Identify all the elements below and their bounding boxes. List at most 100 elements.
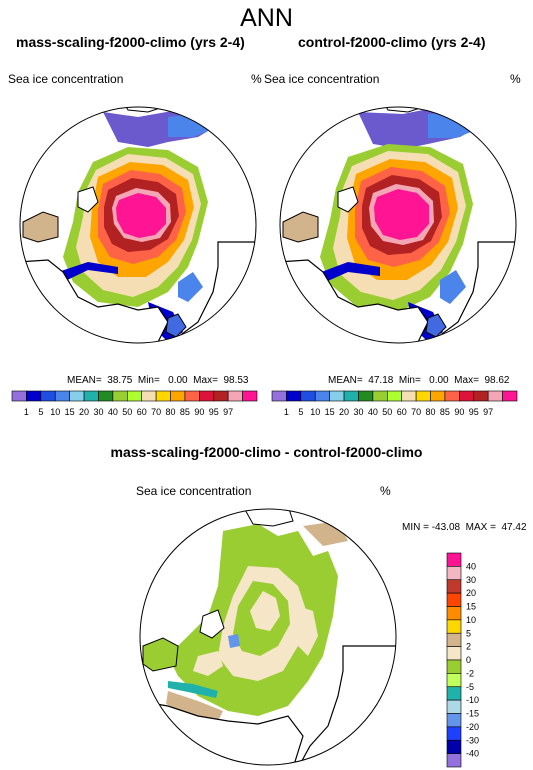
- right-colorbar-swatch: [444, 390, 460, 402]
- left-colorbar-swatch: [54, 390, 70, 402]
- diff-colorbar-swatch: [446, 606, 462, 621]
- left-colorbar-tick-label: 90: [194, 407, 204, 417]
- right-colorbar-swatch: [430, 390, 446, 402]
- left-colorbar-swatch: [83, 390, 99, 402]
- diff-colorbar-tick-label: -5: [466, 682, 474, 692]
- left-colorbar-swatch: [126, 390, 143, 402]
- right-colorbar-swatch: [502, 390, 518, 402]
- right-colorbar: 1 5 10 15 20 30 40 50 60 70 80 85 90 95 97: [271, 390, 518, 417]
- right-polar-map: [279, 106, 517, 344]
- left-colorbar-swatch: [69, 390, 85, 402]
- left-colorbar-tick-label: 5: [38, 407, 43, 417]
- right-colorbar-swatch: [271, 390, 287, 402]
- left-colorbar-swatch: [213, 390, 229, 402]
- right-colorbar-tick-label: 15: [325, 407, 335, 417]
- left-colorbar-swatch: [11, 390, 27, 402]
- right-colorbar-tick-label: 60: [397, 407, 407, 417]
- right-panel-title: control-f2000-climo (yrs 2-4): [298, 34, 486, 50]
- left-colorbar-tick-label: 30: [93, 407, 103, 417]
- left-colorbar-tick-label: 50: [122, 407, 132, 417]
- diff-colorbar-tick-label: 10: [466, 615, 476, 625]
- right-colorbar-swatch: [300, 390, 316, 402]
- left-colorbar-tick-label: 80: [166, 407, 176, 417]
- diff-colorbar-tick-label: -2: [466, 668, 474, 678]
- right-colorbar-tick-label: 30: [353, 407, 363, 417]
- diff-colorbar-tick-label: -10: [466, 695, 479, 705]
- right-colorbar-tick-label: 95: [469, 407, 479, 417]
- diff-variable-label: Sea ice concentration: [136, 484, 252, 498]
- diff-colorbar-tick-label: -30: [466, 735, 479, 745]
- right-colorbar-swatch: [459, 390, 475, 402]
- left-colorbar-tick-label: 85: [180, 407, 190, 417]
- right-colorbar-tick-label: 1: [284, 407, 289, 417]
- diff-colorbar-tick-label: 20: [466, 588, 476, 598]
- diff-colorbar-swatch: [446, 566, 462, 581]
- diff-colorbar-swatch: [446, 592, 462, 607]
- left-colorbar-tick-label: 95: [209, 407, 219, 417]
- right-colorbar-swatch: [343, 390, 359, 402]
- left-colorbar-swatch: [40, 390, 56, 402]
- diff-colorbar-tick-label: -15: [466, 709, 479, 719]
- diff-colorbar-swatch: [446, 619, 462, 634]
- left-colorbar: 1 5 10 15 20 30 40 50 60 70 80 85 90 95 97: [11, 390, 258, 417]
- right-colorbar-swatch: [314, 390, 330, 402]
- diff-colorbar-swatch: [446, 699, 462, 714]
- diff-polar-map: [139, 508, 397, 766]
- left-units-label: %: [251, 72, 262, 86]
- left-colorbar-swatch: [112, 390, 128, 402]
- diff-colorbar-swatch: [446, 686, 462, 701]
- left-colorbar-tick-label: 70: [151, 407, 161, 417]
- left-colorbar-swatch: [227, 390, 243, 402]
- right-colorbar-swatch: [487, 390, 503, 402]
- right-colorbar-tick-label: 5: [298, 407, 303, 417]
- diff-colorbar-swatch: [446, 726, 462, 741]
- diff-colorbar-tick-label: 2: [466, 642, 471, 652]
- main-title: ANN: [240, 4, 293, 32]
- right-colorbar-tick-label: 90: [454, 407, 464, 417]
- left-variable-label: Sea ice concentration: [8, 72, 124, 86]
- left-colorbar-tick-label: 15: [65, 407, 75, 417]
- diff-colorbar-tick-label: 40: [466, 561, 476, 571]
- diff-colorbar-swatch: [446, 713, 462, 728]
- diff-colorbar-swatch: [446, 753, 462, 768]
- right-colorbar-swatch: [415, 390, 431, 402]
- diff-stats: MIN = -43.08 MAX = 47.42: [402, 522, 527, 533]
- right-colorbar-tick-label: 85: [440, 407, 450, 417]
- diff-colorbar-swatch: [446, 673, 462, 688]
- left-colorbar-swatch: [141, 390, 157, 402]
- diff-colorbar-swatch: [446, 659, 462, 674]
- left-panel-title: mass-scaling-f2000-climo (yrs 2-4): [16, 34, 245, 50]
- right-units-label: %: [510, 72, 521, 86]
- left-colorbar-tick-label: 20: [79, 407, 89, 417]
- diff-colorbar-tick-label: 5: [466, 628, 471, 638]
- right-colorbar-swatch: [286, 390, 302, 402]
- diff-colorbar-tick-label: 0: [466, 655, 471, 665]
- diff-colorbar-swatch: [446, 739, 462, 754]
- left-colorbar-tick-label: 40: [108, 407, 118, 417]
- diff-colorbar-swatch: [446, 552, 462, 567]
- right-colorbar-swatch: [473, 390, 489, 402]
- right-colorbar-tick-label: 70: [411, 407, 421, 417]
- left-colorbar-swatch: [98, 390, 114, 402]
- diff-colorbar-swatch: [446, 632, 462, 647]
- right-colorbar-tick-label: 40: [368, 407, 378, 417]
- right-colorbar-tick-label: 20: [339, 407, 349, 417]
- right-colorbar-swatch: [358, 390, 374, 402]
- diff-colorbar-swatch: [446, 579, 462, 594]
- left-colorbar-swatch: [199, 390, 215, 402]
- right-colorbar-tick-label: 10: [310, 407, 320, 417]
- left-colorbar-swatch: [170, 390, 186, 402]
- right-colorbar-tick-label: 80: [426, 407, 436, 417]
- left-colorbar-tick-label: 1: [24, 407, 29, 417]
- left-colorbar-tick-label: 10: [50, 407, 60, 417]
- diff-colorbar-swatch: [446, 646, 462, 661]
- left-colorbar-swatch: [26, 390, 42, 402]
- diff-colorbar-tick-label: 15: [466, 602, 476, 612]
- left-stats: MEAN= 38.75 Min= 0.00 Max= 98.53: [67, 375, 249, 386]
- diff-panel-title: mass-scaling-f2000-climo - control-f2000…: [110, 444, 423, 460]
- left-colorbar-tick-label: 97: [223, 407, 233, 417]
- diff-units-label: %: [380, 484, 391, 498]
- right-colorbar-swatch: [329, 390, 345, 402]
- right-colorbar-swatch: [372, 390, 388, 402]
